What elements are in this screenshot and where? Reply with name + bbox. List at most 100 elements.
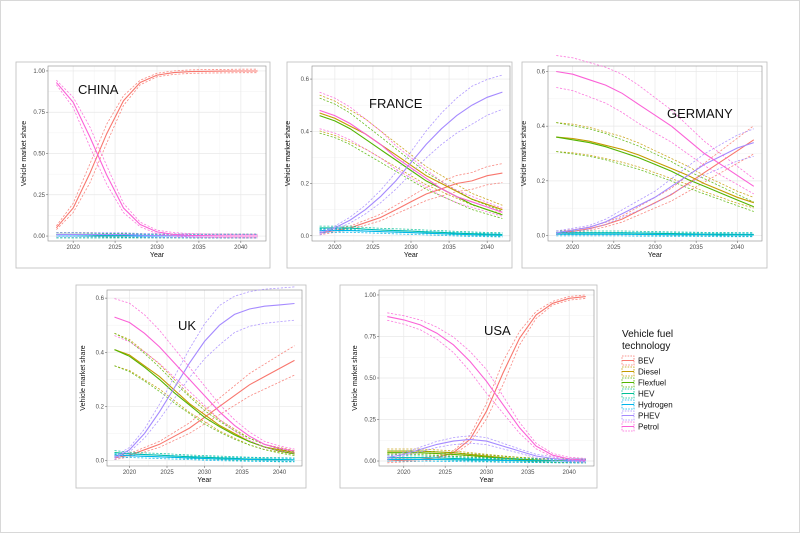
series-petrol-lower-band xyxy=(319,128,503,217)
y-tick-label: 0.75 xyxy=(364,334,376,340)
x-tick-label: 2035 xyxy=(192,245,206,251)
x-tick-label: 2040 xyxy=(273,470,287,476)
x-axis-title: Year xyxy=(479,477,494,484)
legend-label: Petrol xyxy=(638,423,659,432)
legend-title-line2: technology xyxy=(622,341,670,352)
series-petrol xyxy=(55,79,258,239)
x-tick-label: 2030 xyxy=(480,470,494,476)
series-hydrogen-line xyxy=(114,454,295,461)
x-tick-label: 2040 xyxy=(563,470,577,476)
series-group xyxy=(556,55,755,238)
legend-entries: BEV Diesel Flexfuel HEV Hydrogen PHEV Petrol xyxy=(621,355,673,432)
series-phev-line xyxy=(387,438,586,462)
x-tick-label: 2030 xyxy=(404,245,418,251)
panel-border xyxy=(15,61,271,269)
series-hydrogen-line xyxy=(319,230,503,236)
series-phev-lower-band xyxy=(319,108,503,236)
x-tick-label: 2025 xyxy=(108,245,122,251)
y-tick-label: 0.4 xyxy=(301,129,310,135)
y-tick-label: 0.2 xyxy=(301,182,310,188)
x-tick-label: 2040 xyxy=(731,245,745,251)
legend-label: Hydrogen xyxy=(638,401,673,410)
y-tick-label: 0.6 xyxy=(537,69,546,75)
series-hydrogen-lower-band xyxy=(387,460,586,464)
panel-title: GERMANY xyxy=(667,106,733,121)
chart-panel-china: 2020 2025 2030 2035 2040 0.00 0.25 0.50 0.75 1.00… xyxy=(15,61,271,269)
x-axis-title: Year xyxy=(197,477,212,484)
y-tick-label: 0.00 xyxy=(33,234,45,240)
y-tick-label: 0.2 xyxy=(96,404,105,410)
legend-entry-hydrogen: Hydrogen xyxy=(621,399,673,410)
y-tick-label: 0.2 xyxy=(537,179,546,185)
legend-entry-phev: PHEV xyxy=(621,410,660,421)
series-hev xyxy=(114,450,295,462)
y-tick-label: 1.00 xyxy=(364,293,376,299)
series-phev-line xyxy=(319,91,503,234)
series-phev xyxy=(387,435,586,463)
series-petrol-upper-band xyxy=(387,312,586,459)
series-phev-line xyxy=(114,302,295,459)
series-diesel xyxy=(556,122,754,209)
series-flexfuel-upper-band xyxy=(556,122,754,203)
series-hev-upper-band xyxy=(319,225,503,234)
series-phev-lower-band xyxy=(387,442,586,463)
series-petrol-line xyxy=(556,70,755,187)
panel-title: CHINA xyxy=(78,82,119,97)
series-phev xyxy=(114,286,295,460)
series-petrol-upper-band xyxy=(114,298,295,450)
x-tick-label: 2025 xyxy=(438,470,452,476)
series-petrol xyxy=(387,312,586,463)
series-bev-lower-band xyxy=(56,72,258,230)
series-hydrogen-line xyxy=(556,233,754,236)
series-bev-upper-band xyxy=(387,294,586,460)
series-bev-upper-band xyxy=(56,68,258,227)
legend-entry-petrol: Petrol xyxy=(621,421,659,432)
series-hydrogen-upper-band xyxy=(114,453,295,459)
y-tick-label: 0.4 xyxy=(537,124,546,130)
y-tick-label: 0.0 xyxy=(96,459,105,465)
chart-panel-uk: 2020 2025 2030 2035 2040 0.0 0.2 0.4 0.6 Year Vehi… xyxy=(75,284,307,489)
series-group xyxy=(319,74,503,238)
series-flexfuel-line xyxy=(319,115,503,216)
series-phev-upper-band xyxy=(387,435,586,460)
series-bev-line xyxy=(55,70,258,229)
legend-entry-bev: BEV xyxy=(621,355,655,366)
series-group xyxy=(114,286,295,463)
series-hev-line xyxy=(114,451,295,461)
series-phev xyxy=(319,74,503,236)
series-diesel-line xyxy=(556,136,754,204)
x-tick-label: 2025 xyxy=(366,245,380,251)
legend-label: BEV xyxy=(638,357,655,366)
chart-panels: 2020 2025 2030 2035 2040 0.00 0.25 0.50 0.75 1.00… xyxy=(15,55,768,489)
legend-label: Flexfuel xyxy=(638,379,666,388)
y-tick-label: 0.50 xyxy=(33,152,45,158)
legend-label: PHEV xyxy=(638,412,660,421)
series-flexfuel-line xyxy=(556,136,755,208)
series-petrol xyxy=(319,91,503,217)
y-tick-label: 1.00 xyxy=(33,69,45,75)
series-petrol-upper-band xyxy=(556,55,755,180)
x-tick-label: 2020 xyxy=(66,245,80,251)
y-axis-title: Vehicle market share xyxy=(352,345,359,410)
x-tick-label: 2035 xyxy=(442,245,456,251)
y-tick-label: 0.0 xyxy=(301,234,310,240)
panel-title: FRANCE xyxy=(369,96,423,111)
x-tick-label: 2020 xyxy=(566,245,580,251)
panel-title: UK xyxy=(178,318,196,333)
x-tick-label: 2030 xyxy=(648,245,662,251)
series-petrol-upper-band xyxy=(56,79,258,235)
legend: Vehicle fuel technology BEV Diesel Flexfue… xyxy=(621,329,673,432)
series-hydrogen xyxy=(556,231,754,238)
y-tick-label: 0.4 xyxy=(96,350,105,356)
series-group xyxy=(387,294,586,464)
series-bev-line xyxy=(556,139,755,234)
series-petrol-lower-band xyxy=(387,319,586,463)
x-tick-label: 2020 xyxy=(328,245,342,251)
series-flexfuel-lower-band xyxy=(114,365,295,456)
series-bev-lower-band xyxy=(556,153,754,235)
x-tick-label: 2025 xyxy=(160,470,174,476)
panel-title: USA xyxy=(484,323,511,338)
series-flexfuel-upper-band xyxy=(319,97,503,212)
legend-label: Diesel xyxy=(638,368,660,377)
